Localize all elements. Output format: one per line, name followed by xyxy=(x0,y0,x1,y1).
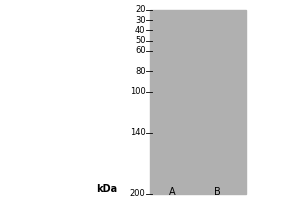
Text: 30: 30 xyxy=(135,16,146,25)
Text: B: B xyxy=(214,187,221,197)
Text: 60: 60 xyxy=(135,46,146,55)
Text: 20: 20 xyxy=(135,5,146,15)
Text: 80: 80 xyxy=(135,67,146,76)
Bar xyxy=(196,140,226,146)
Text: 100: 100 xyxy=(130,87,146,96)
Text: 140: 140 xyxy=(130,128,146,137)
Text: 200: 200 xyxy=(130,190,146,198)
Text: kDa: kDa xyxy=(96,184,117,194)
Bar xyxy=(152,140,182,146)
Text: 50: 50 xyxy=(135,36,146,45)
Text: 40: 40 xyxy=(135,26,146,35)
Text: A: A xyxy=(169,187,176,197)
